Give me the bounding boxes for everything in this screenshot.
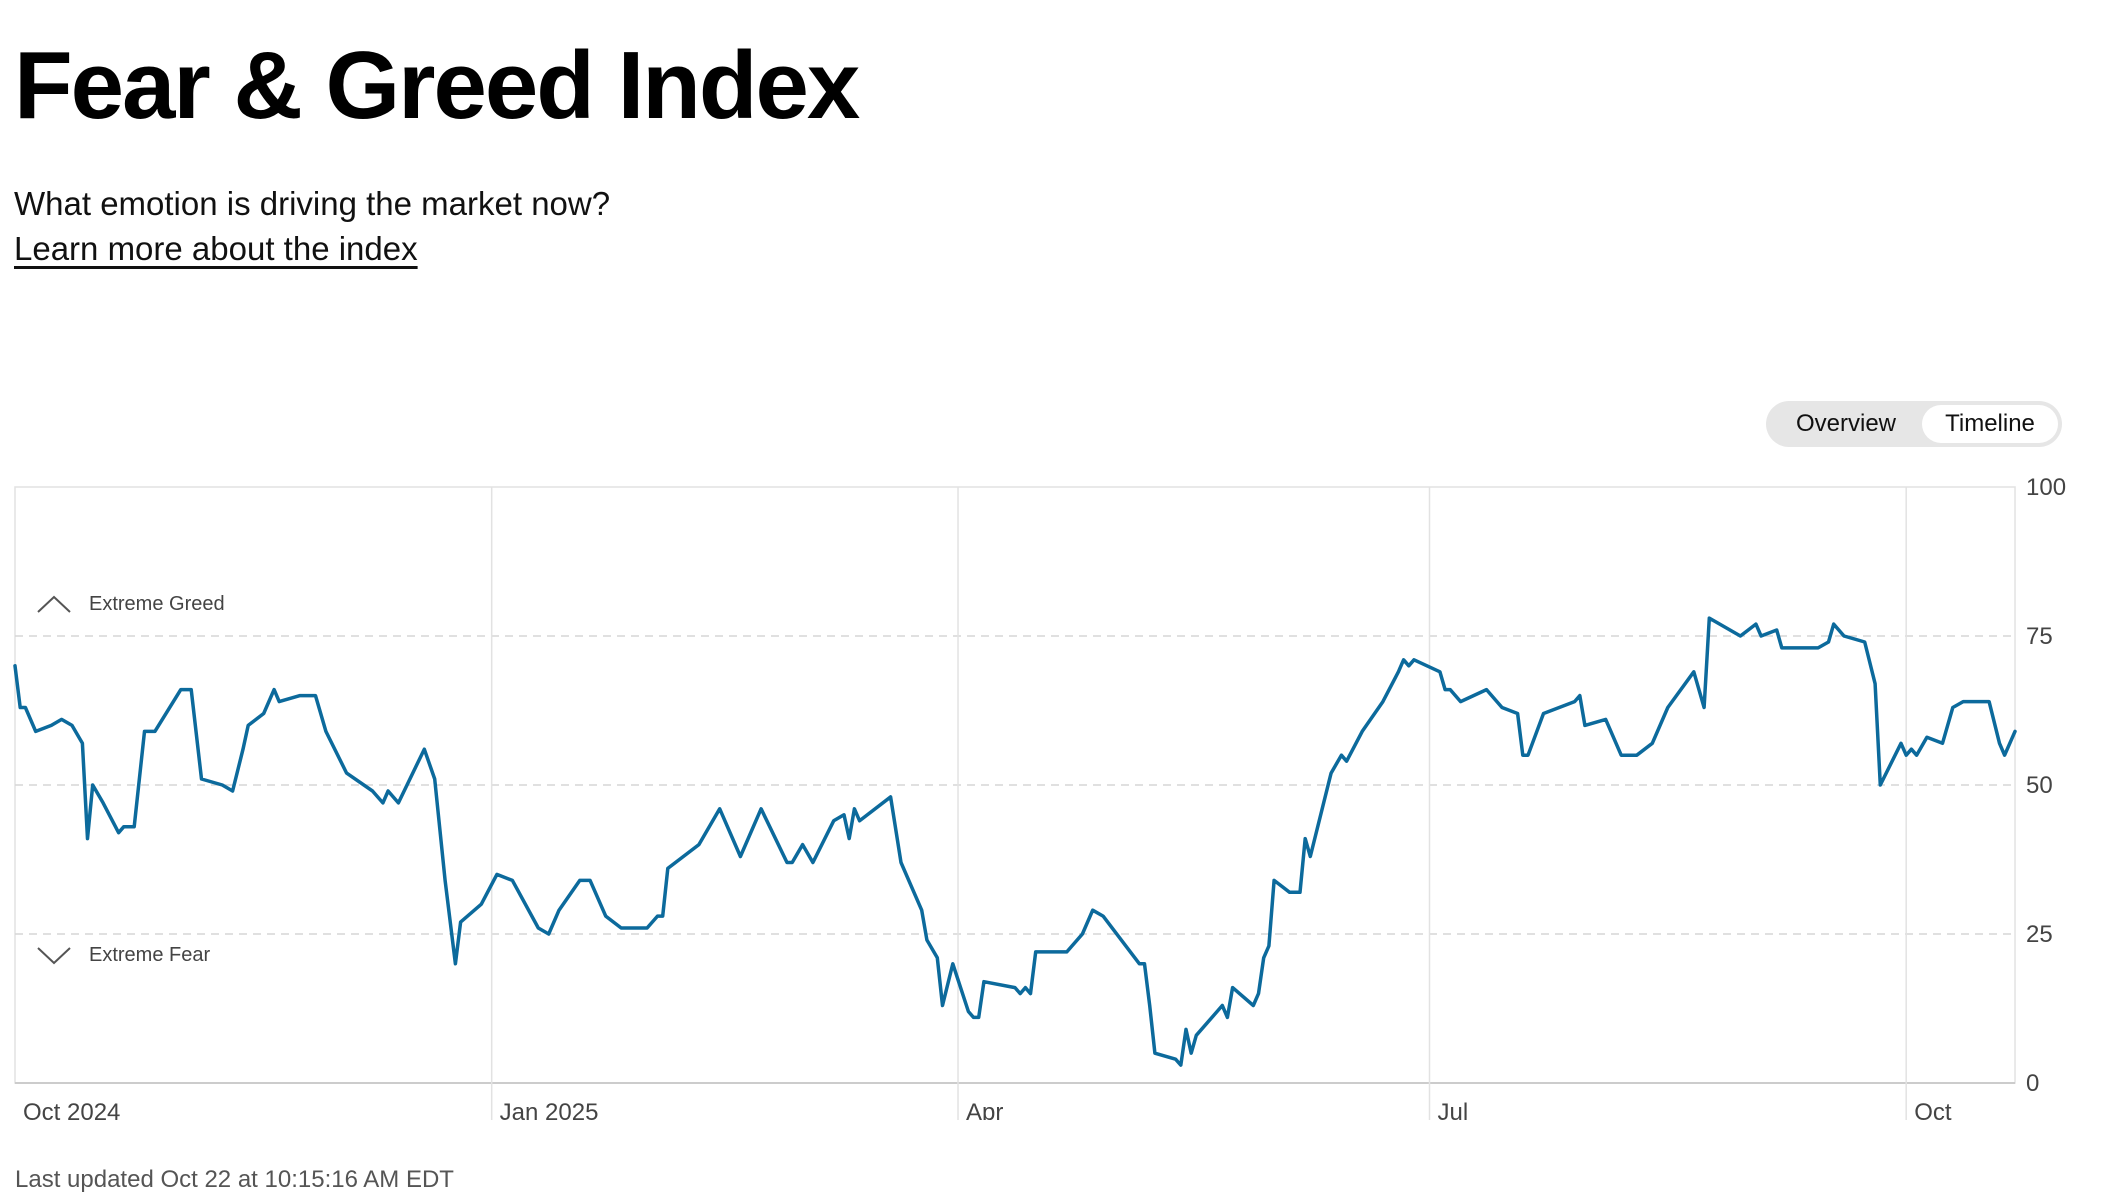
fear-greed-timeline-chart: Extreme Greed Extreme Fear 100 75 50 25 0 Oc…	[13, 474, 2066, 1120]
x-tick-label: Jan 2025	[500, 1099, 599, 1120]
x-tick-label: Jul	[1438, 1099, 1469, 1120]
page-subtitle: What emotion is driving the market now?	[14, 185, 611, 222]
last-updated: Last updated Oct 22 at 10:15:16 AM EDT	[15, 1166, 454, 1193]
x-axis-ticks: Oct 2024 Jan 2025 Apr Jul Oct	[23, 487, 1952, 1120]
view-toggle: Overview Timeline	[1766, 401, 2062, 447]
x-tick-label: Oct	[1914, 1099, 1952, 1120]
overview-toggle-button[interactable]: Overview	[1795, 410, 1897, 437]
y-tick-label: 0	[2026, 1070, 2039, 1097]
learn-more-link[interactable]: Learn more about the index	[14, 230, 418, 267]
y-tick-label: 75	[2026, 623, 2053, 650]
chevron-down-icon	[37, 947, 71, 965]
grid-lines	[14, 486, 2016, 1084]
y-tick-label: 50	[2026, 772, 2053, 799]
zone-markers: Extreme Greed Extreme Fear	[37, 593, 225, 966]
extreme-fear-label: Extreme Fear	[89, 944, 210, 966]
y-axis-ticks: 100 75 50 25 0	[2026, 474, 2066, 1097]
y-tick-label: 25	[2026, 921, 2053, 948]
chevron-up-icon	[37, 595, 71, 613]
index-line	[13, 616, 2017, 1067]
x-tick-label: Apr	[966, 1099, 1003, 1120]
y-tick-label: 100	[2026, 474, 2066, 501]
x-tick-label: Oct 2024	[23, 1099, 120, 1120]
timeline-toggle-button[interactable]: Timeline	[1922, 405, 2058, 443]
page-title: Fear & Greed Index	[14, 32, 860, 139]
extreme-greed-label: Extreme Greed	[89, 593, 225, 615]
